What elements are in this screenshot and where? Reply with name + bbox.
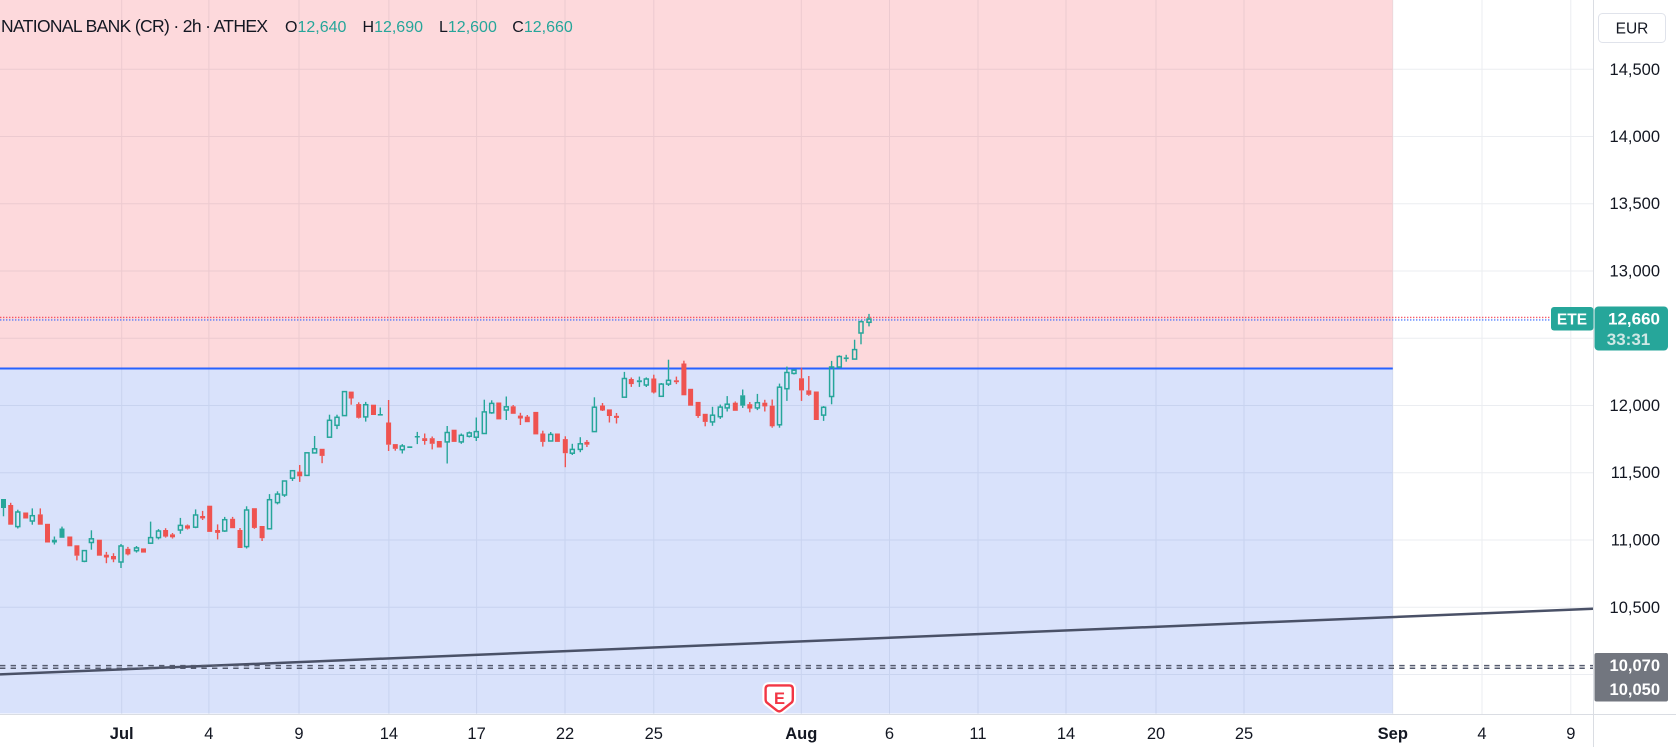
svg-text:33:31: 33:31	[1607, 330, 1650, 349]
svg-text:11,000: 11,000	[1611, 532, 1660, 550]
svg-text:11,500: 11,500	[1611, 464, 1660, 482]
svg-text:EUR: EUR	[1616, 21, 1649, 38]
svg-text:20: 20	[1147, 725, 1165, 743]
svg-text:9: 9	[1566, 725, 1575, 743]
svg-text:25: 25	[645, 725, 663, 743]
svg-text:L12,600: L12,600	[439, 19, 497, 36]
svg-text:14: 14	[380, 725, 398, 743]
svg-text:25: 25	[1235, 725, 1253, 743]
svg-text:Jul: Jul	[110, 725, 134, 743]
svg-text:NATIONAL BANK (CR) · 2h · ATHE: NATIONAL BANK (CR) · 2h · ATHEX	[1, 16, 268, 36]
svg-text:12,000: 12,000	[1610, 397, 1660, 415]
svg-text:O12,640: O12,640	[285, 19, 346, 36]
svg-text:14: 14	[1057, 725, 1075, 743]
svg-text:14,000: 14,000	[1610, 128, 1660, 146]
svg-text:17: 17	[467, 725, 485, 743]
svg-text:4: 4	[204, 725, 213, 743]
svg-text:13,500: 13,500	[1610, 195, 1660, 213]
svg-text:10,070: 10,070	[1610, 657, 1660, 675]
svg-text:10,500: 10,500	[1610, 599, 1660, 617]
svg-text:Sep: Sep	[1378, 725, 1408, 743]
svg-text:E: E	[774, 690, 785, 708]
svg-text:10,050: 10,050	[1610, 681, 1660, 699]
svg-text:13,000: 13,000	[1610, 263, 1660, 281]
svg-text:6: 6	[885, 725, 894, 743]
svg-text:14,500: 14,500	[1610, 61, 1660, 79]
svg-text:4: 4	[1477, 725, 1486, 743]
svg-text:9: 9	[294, 725, 303, 743]
svg-text:22: 22	[556, 725, 574, 743]
svg-text:11: 11	[969, 725, 986, 743]
svg-text:H12,690: H12,690	[363, 19, 424, 36]
svg-text:ETE: ETE	[1557, 312, 1587, 329]
svg-text:C12,660: C12,660	[512, 19, 573, 36]
svg-text:12,660: 12,660	[1608, 310, 1660, 329]
svg-text:Aug: Aug	[785, 725, 817, 743]
